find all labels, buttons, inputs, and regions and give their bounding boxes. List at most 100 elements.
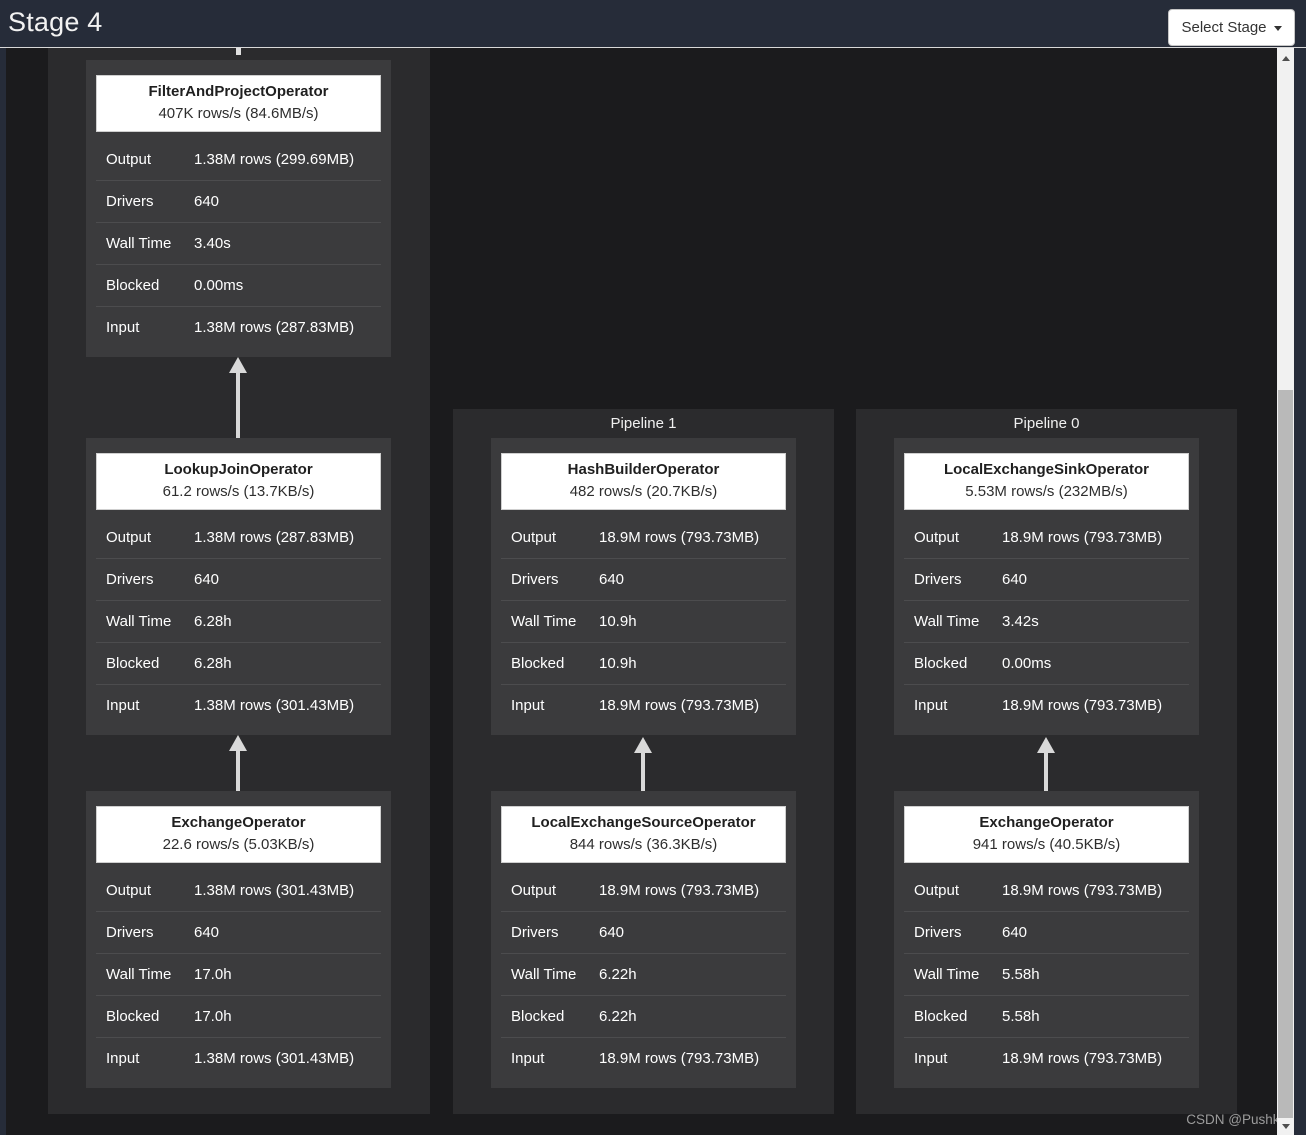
operator-stats: Output 1.38M rows (287.83MB) Drivers 640… (86, 516, 391, 735)
stat-label: Blocked (106, 655, 160, 672)
operator-header: LocalExchangeSourceOperator 844 rows/s (… (501, 806, 786, 863)
stat-value: 1.38M rows (287.83MB) (194, 319, 355, 336)
operator-header: FilterAndProjectOperator 407K rows/s (84… (96, 75, 381, 132)
stat-row: Blocked 5.58h (904, 995, 1189, 1037)
vertical-scrollbar[interactable] (1277, 48, 1294, 1135)
operator-rate: 941 rows/s (40.5KB/s) (972, 836, 1121, 853)
header-bar: Stage 4 Select Stage (0, 0, 1306, 48)
operator-name: HashBuilderOperator (567, 461, 720, 478)
stat-value: 17.0h (194, 966, 232, 983)
operator-card-local-exchange-source: LocalExchangeSourceOperator 844 rows/s (… (491, 791, 796, 1088)
flow-arrow-up-icon (229, 735, 247, 791)
flow-arrow-up-icon (634, 737, 652, 791)
stat-row: Wall Time 3.40s (96, 222, 381, 264)
stat-label: Blocked (914, 655, 968, 672)
stat-value: 18.9M rows (793.73MB) (599, 697, 760, 714)
stat-row: Wall Time 6.22h (501, 953, 786, 995)
select-stage-button[interactable]: Select Stage (1168, 9, 1295, 46)
stat-value: 10.9h (599, 655, 637, 672)
stat-value: 0.00ms (194, 277, 244, 294)
pipeline-panel-1: Pipeline 1 HashBuilderOperator 482 rows/… (453, 409, 834, 1114)
operator-rate: 407K rows/s (84.6MB/s) (158, 105, 319, 122)
stat-row: Output 18.9M rows (793.73MB) (904, 869, 1189, 911)
operator-name: ExchangeOperator (979, 814, 1114, 831)
scroll-up-icon (1281, 56, 1290, 61)
stat-label: Blocked (106, 1008, 160, 1025)
stat-value: 640 (1002, 571, 1028, 588)
arrow-head (634, 737, 652, 753)
stat-value: 1.38M rows (301.43MB) (194, 697, 355, 714)
stat-row: Output 1.38M rows (299.69MB) (96, 138, 381, 180)
stat-label: Drivers (106, 924, 154, 941)
stat-row: Input 18.9M rows (793.73MB) (904, 684, 1189, 726)
stat-row: Input 18.9M rows (793.73MB) (904, 1037, 1189, 1079)
stat-row: Drivers 640 (96, 911, 381, 953)
stat-value: 6.28h (194, 655, 232, 672)
stat-value: 640 (599, 924, 625, 941)
operator-card-local-exchange-sink: LocalExchangeSinkOperator 5.53M rows/s (… (894, 438, 1199, 735)
stat-label: Input (511, 1050, 545, 1067)
stat-value: 3.42s (1002, 613, 1039, 630)
operator-header: ExchangeOperator 22.6 rows/s (5.03KB/s) (96, 806, 381, 863)
operator-stats: Output 18.9M rows (793.73MB) Drivers 640… (894, 516, 1199, 735)
stat-row: Blocked 10.9h (501, 642, 786, 684)
scroll-down-button[interactable] (1277, 1118, 1294, 1135)
stat-value: 18.9M rows (793.73MB) (1002, 697, 1163, 714)
operator-rate: 482 rows/s (20.7KB/s) (569, 483, 718, 500)
stat-row: Wall Time 17.0h (96, 953, 381, 995)
stat-value: 6.28h (194, 613, 232, 630)
stat-label: Blocked (106, 277, 160, 294)
stat-label: Input (914, 697, 948, 714)
stat-label: Blocked (914, 1008, 968, 1025)
stat-row: Input 18.9M rows (793.73MB) (501, 1037, 786, 1079)
stat-label: Drivers (511, 571, 559, 588)
flow-arrow-up-icon (1037, 737, 1055, 791)
stat-value: 640 (1002, 924, 1028, 941)
stat-row: Output 18.9M rows (793.73MB) (501, 869, 786, 911)
arrow-shaft (641, 753, 645, 791)
stat-row: Drivers 640 (904, 558, 1189, 600)
operator-name: ExchangeOperator (171, 814, 306, 831)
arrow-shaft (1044, 753, 1048, 791)
operator-stats: Output 18.9M rows (793.73MB) Drivers 640… (491, 869, 796, 1088)
flow-arrow-up-icon (229, 357, 247, 438)
operator-stats: Output 18.9M rows (793.73MB) Drivers 640… (491, 516, 796, 735)
stat-value: 6.22h (599, 1008, 637, 1025)
scrollbar-thumb[interactable] (1278, 390, 1293, 1118)
stat-value: 18.9M rows (793.73MB) (599, 1050, 760, 1067)
pipeline-panel-left: FilterAndProjectOperator 407K rows/s (84… (48, 48, 430, 1114)
scroll-up-button[interactable] (1277, 50, 1294, 67)
operator-name: FilterAndProjectOperator (148, 83, 329, 100)
pipeline-panel-0: Pipeline 0 LocalExchangeSinkOperator 5.5… (856, 409, 1237, 1114)
stat-label: Drivers (511, 924, 559, 941)
stat-value: 6.22h (599, 966, 637, 983)
operator-card-filter-and-project: FilterAndProjectOperator 407K rows/s (84… (86, 60, 391, 357)
operator-name: LocalExchangeSinkOperator (943, 461, 1150, 478)
stat-label: Wall Time (511, 966, 577, 983)
stat-label: Output (106, 150, 152, 168)
stat-label: Blocked (511, 655, 565, 672)
stat-row: Blocked 6.28h (96, 642, 381, 684)
stat-value: 18.9M rows (793.73MB) (1002, 881, 1163, 899)
page-edge-right (1294, 48, 1306, 1135)
watermark-text: CSDN @Pushkin (1186, 1112, 1290, 1127)
stat-label: Input (106, 697, 140, 714)
stat-label: Output (511, 881, 557, 899)
stat-label: Output (511, 528, 557, 546)
operator-card-exchange: ExchangeOperator 22.6 rows/s (5.03KB/s) … (86, 791, 391, 1088)
arrow-head (229, 735, 247, 751)
arrow-shaft (236, 751, 240, 791)
stat-label: Input (511, 697, 545, 714)
stat-label: Drivers (914, 571, 962, 588)
stat-row: Output 18.9M rows (793.73MB) (904, 516, 1189, 558)
operator-stats: Output 1.38M rows (299.69MB) Drivers 640… (86, 138, 391, 357)
stat-row: Drivers 640 (501, 911, 786, 953)
stat-value: 18.9M rows (793.73MB) (1002, 1050, 1163, 1067)
stat-row: Drivers 640 (501, 558, 786, 600)
stat-label: Input (106, 1050, 140, 1067)
operator-name: LookupJoinOperator (164, 461, 313, 478)
scroll-down-icon (1281, 1124, 1290, 1129)
operator-rate: 844 rows/s (36.3KB/s) (569, 836, 718, 853)
stat-row: Input 1.38M rows (301.43MB) (96, 684, 381, 726)
stat-value: 0.00ms (1002, 655, 1052, 672)
